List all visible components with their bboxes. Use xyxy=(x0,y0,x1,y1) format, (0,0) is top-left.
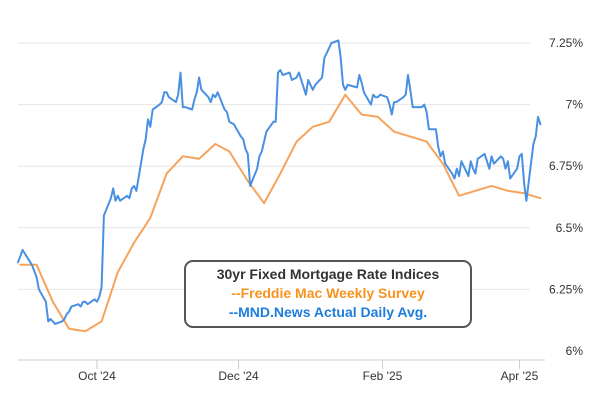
y-tick-label: 7.25% xyxy=(549,36,583,50)
y-tick-label: 6.25% xyxy=(549,282,583,296)
series-lines xyxy=(17,39,542,333)
y-tick-label: 6.5% xyxy=(556,221,584,235)
series-line-mnd-daily[interactable] xyxy=(17,39,542,325)
x-tick-label: Feb '25 xyxy=(363,369,403,383)
gridlines xyxy=(18,42,530,290)
y-axis-tick-labels: 6% 6.25% 6.5% 6.75% 7% 7.25% xyxy=(549,36,583,358)
x-tick-label: Apr '25 xyxy=(501,369,539,383)
y-tick-label: 7% xyxy=(566,98,584,112)
y-tick-label: 6% xyxy=(566,344,584,358)
x-tick-label: Dec '24 xyxy=(218,369,259,383)
x-tick-label: Oct '24 xyxy=(78,369,116,383)
legend-item-freddie-mac[interactable]: --Freddie Mac Weekly Survey xyxy=(231,285,425,301)
series-line-freddie-mac[interactable] xyxy=(19,93,542,333)
legend: 30yr Fixed Mortgage Rate Indices --Fredd… xyxy=(184,260,472,328)
legend-item-mnd-daily[interactable]: --MND.News Actual Daily Avg. xyxy=(228,304,428,320)
y-tick-label: 6.75% xyxy=(549,159,583,173)
chart-title: 30yr Fixed Mortgage Rate Indices xyxy=(216,266,440,282)
x-axis-ticks: Oct '24 Dec '24 Feb '25 Apr '25 xyxy=(78,360,539,383)
